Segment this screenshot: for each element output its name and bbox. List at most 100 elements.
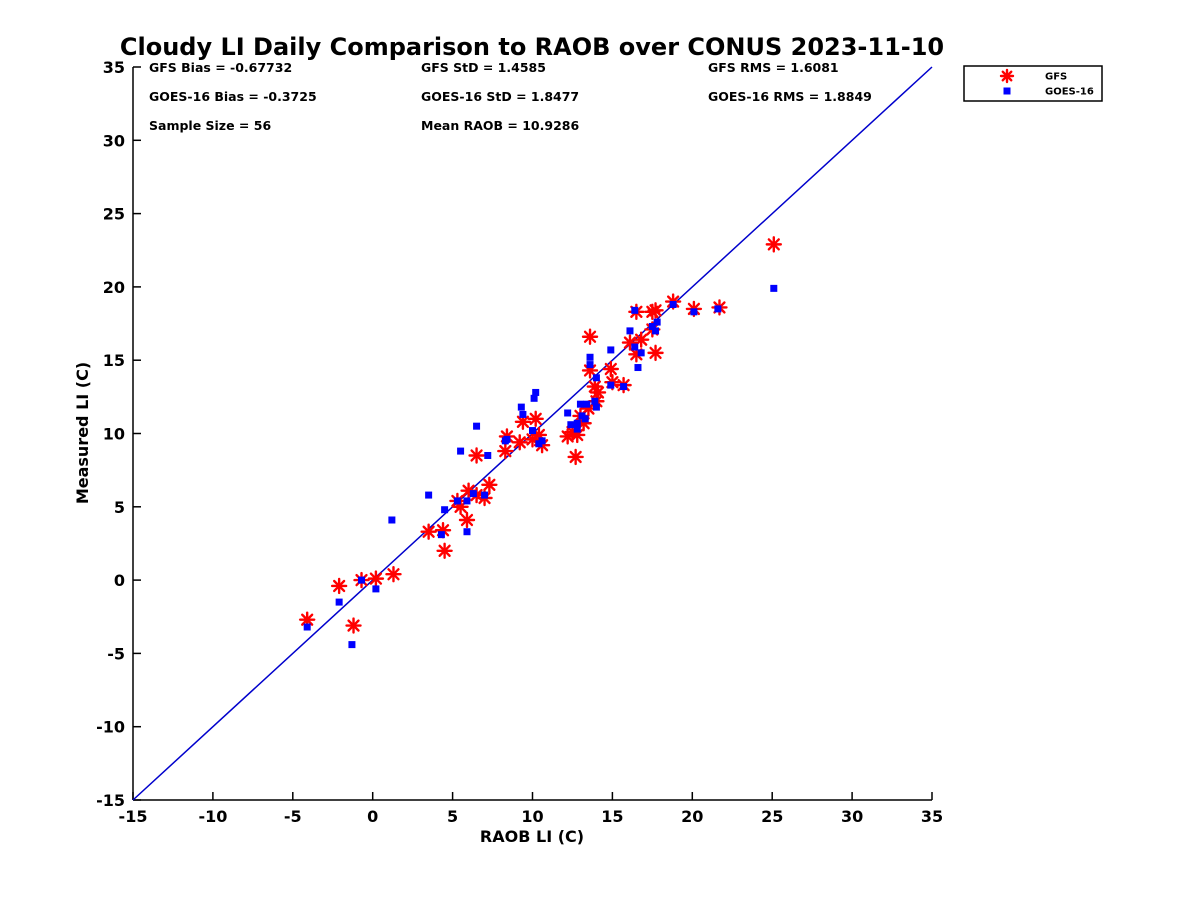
gfs-point xyxy=(602,360,620,378)
goes16-point xyxy=(653,318,661,326)
stat-text: GOES-16 StD = 1.8477 xyxy=(421,89,579,104)
y-tick-label: 30 xyxy=(103,131,125,150)
x-ticks: -15 -10 -5 0 5 10 15 20 25 30 35 xyxy=(119,792,943,826)
goes16-point xyxy=(519,410,527,418)
plot-area: -15 -10 -5 0 5 10 15 20 25 30 35 -15 -10 -5 0 5 10 15 20 2… xyxy=(96,58,943,826)
goes16-point xyxy=(573,425,581,433)
gfs-point xyxy=(514,413,532,430)
goes16-point xyxy=(335,598,343,606)
series-goes-16 xyxy=(303,284,778,649)
gfs-point xyxy=(527,410,544,428)
x-tick-label: 0 xyxy=(367,807,378,826)
gfs-point xyxy=(581,328,599,345)
goes16-point xyxy=(626,327,634,335)
gfs-point xyxy=(647,302,664,319)
x-tick-label: -10 xyxy=(198,807,227,826)
goes16-point xyxy=(576,400,584,408)
goes16-point xyxy=(631,343,639,351)
gfs-point xyxy=(385,566,402,583)
goes16-point xyxy=(690,308,698,316)
goes16-point xyxy=(437,531,445,539)
goes16-point xyxy=(586,353,594,361)
y-tick-label: 25 xyxy=(103,205,125,224)
goes16-point xyxy=(586,361,594,369)
chart-title: Cloudy LI Daily Comparison to RAOB over … xyxy=(120,33,944,61)
goes16-point xyxy=(453,497,461,505)
goes16-point xyxy=(591,397,599,405)
goes16-point xyxy=(441,506,449,514)
y-tick-label: -15 xyxy=(96,791,125,810)
goes16-point xyxy=(714,305,722,313)
y-tick-label: 5 xyxy=(114,498,125,517)
gfs-point xyxy=(367,570,385,587)
goes16-point xyxy=(770,284,778,292)
gfs-point xyxy=(511,434,528,451)
statistics-text: GFS Bias = -0.67732 GFS StD = 1.4585 GFS R… xyxy=(149,60,872,133)
y-tick-label: 15 xyxy=(103,351,125,370)
x-tick-label: -5 xyxy=(284,807,302,826)
goes16-point xyxy=(481,491,489,499)
x-axis-label: RAOB LI (C) xyxy=(480,827,584,846)
goes16-point xyxy=(634,364,642,372)
y-tick-label: 10 xyxy=(103,425,125,444)
gfs-point xyxy=(497,442,514,460)
goes16-point xyxy=(457,447,465,455)
x-tick-label: 30 xyxy=(841,807,863,826)
goes16-point xyxy=(538,437,546,445)
goes16-point xyxy=(607,381,615,389)
legend-label: GFS xyxy=(1045,72,1067,83)
y-tick-label: 20 xyxy=(103,278,125,297)
goes16-point xyxy=(473,422,481,430)
goes16-point xyxy=(631,306,639,314)
gfs-point xyxy=(436,542,453,559)
gfs-point xyxy=(589,384,607,401)
goes16-point xyxy=(388,516,396,524)
goes16-point xyxy=(372,585,380,593)
x-tick-label: 25 xyxy=(761,807,783,826)
gfs-point xyxy=(330,577,348,595)
goes16-point xyxy=(583,400,591,408)
y-tick-label: 0 xyxy=(114,571,125,590)
gfs-point xyxy=(345,617,362,634)
goes16-point xyxy=(463,497,471,505)
goes16-point xyxy=(581,415,589,423)
goes16-point xyxy=(503,435,511,443)
x-tick-label: 15 xyxy=(601,807,623,826)
legend-box xyxy=(963,65,1103,102)
gfs-point xyxy=(632,331,650,348)
goes16-point xyxy=(564,409,572,417)
goes16-point xyxy=(592,403,600,411)
goes16-point xyxy=(648,322,656,330)
stat-text: GFS RMS = 1.6081 xyxy=(708,60,839,75)
stat-text: GFS Bias = -0.67732 xyxy=(149,60,292,75)
legend-label: GOES-16 xyxy=(1045,87,1094,98)
y-tick-label: -10 xyxy=(96,718,125,737)
gfs-point xyxy=(481,476,498,494)
goes16-point xyxy=(620,383,628,391)
goes16-point xyxy=(592,374,600,382)
goes16-point xyxy=(303,623,311,631)
gfs-point xyxy=(647,344,664,362)
goes16-point xyxy=(358,576,366,584)
y-tick-label: -5 xyxy=(107,644,125,663)
goes16-point xyxy=(469,490,477,498)
stat-text: GOES-16 RMS = 1.8849 xyxy=(708,89,872,104)
goes16-point xyxy=(669,300,677,308)
gfs-point xyxy=(458,511,476,529)
goes16-point xyxy=(517,403,525,411)
legend-marker-gfs xyxy=(999,68,1015,84)
gfs-point xyxy=(567,448,584,466)
goes16-point xyxy=(637,349,645,357)
x-tick-label: 5 xyxy=(447,807,458,826)
y-axis-label: Measured LI (C) xyxy=(73,362,92,504)
goes16-point xyxy=(607,346,615,354)
stat-text: GOES-16 Bias = -0.3725 xyxy=(149,89,317,104)
goes16-point xyxy=(348,641,356,649)
goes16-point xyxy=(532,388,540,396)
x-tick-label: 10 xyxy=(521,807,543,826)
x-tick-label: 20 xyxy=(681,807,703,826)
stat-text: Mean RAOB = 10.9286 xyxy=(421,118,579,133)
goes16-point xyxy=(567,421,575,429)
